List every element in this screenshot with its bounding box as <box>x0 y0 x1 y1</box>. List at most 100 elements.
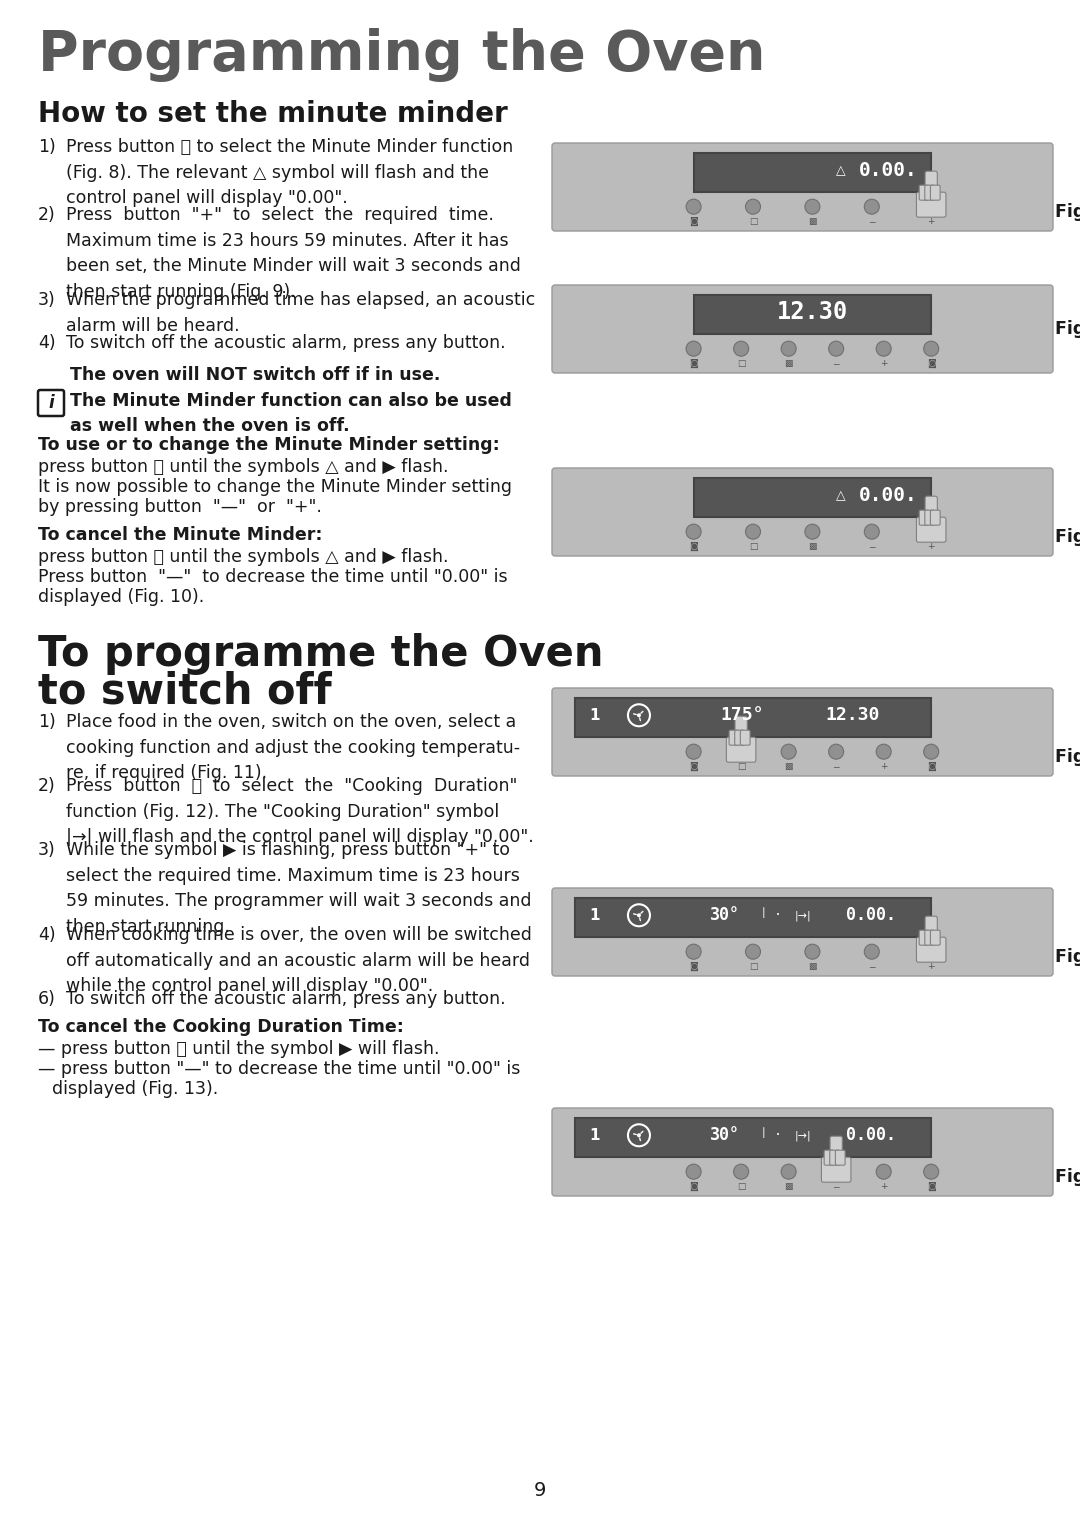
FancyBboxPatch shape <box>930 931 941 946</box>
Circle shape <box>876 744 891 759</box>
FancyBboxPatch shape <box>835 1151 846 1166</box>
Circle shape <box>864 199 879 214</box>
Text: — press button ⏱ until the symbol ▶ will flash.: — press button ⏱ until the symbol ▶ will… <box>38 1041 440 1057</box>
Circle shape <box>686 1164 701 1180</box>
Text: Press button  "—"  to decrease the time until "0.00" is: Press button "—" to decrease the time un… <box>38 568 508 587</box>
FancyBboxPatch shape <box>729 730 739 746</box>
FancyBboxPatch shape <box>824 1151 834 1166</box>
FancyBboxPatch shape <box>924 931 934 946</box>
Text: Press button ⏱ to select the Minute Minder function
(Fig. 8). The relevant △ sym: Press button ⏱ to select the Minute Mind… <box>66 138 513 208</box>
Circle shape <box>828 1164 843 1180</box>
FancyBboxPatch shape <box>693 295 931 335</box>
Circle shape <box>733 1164 748 1180</box>
Text: ∣: ∣ <box>761 1126 767 1138</box>
Text: 4): 4) <box>38 335 56 351</box>
Circle shape <box>781 341 796 356</box>
Text: press button ⏱ until the symbols △ and ▶ flash.: press button ⏱ until the symbols △ and ▶… <box>38 549 448 565</box>
FancyBboxPatch shape <box>926 917 937 944</box>
FancyBboxPatch shape <box>552 688 1053 776</box>
Text: □: □ <box>737 762 745 772</box>
Text: +: + <box>880 762 888 772</box>
FancyBboxPatch shape <box>552 1108 1053 1196</box>
Text: 2): 2) <box>38 778 56 795</box>
Text: •: • <box>775 1132 780 1138</box>
FancyBboxPatch shape <box>552 144 1053 231</box>
Text: i: i <box>49 394 54 413</box>
Text: ◙: ◙ <box>927 1183 935 1192</box>
FancyBboxPatch shape <box>831 1137 842 1164</box>
Circle shape <box>923 199 939 214</box>
Text: It is now possible to change the Minute Minder setting: It is now possible to change the Minute … <box>38 478 512 497</box>
Circle shape <box>828 744 843 759</box>
FancyBboxPatch shape <box>919 185 929 200</box>
Text: Programming the Oven: Programming the Oven <box>38 28 766 83</box>
Text: — press button "—" to decrease the time until "0.00" is: — press button "—" to decrease the time … <box>38 1060 521 1077</box>
Text: 12.30: 12.30 <box>825 706 880 724</box>
Text: ◙: ◙ <box>927 762 935 772</box>
Text: □: □ <box>748 963 757 972</box>
Text: 9: 9 <box>534 1481 546 1500</box>
Circle shape <box>923 944 939 960</box>
Text: ▩: ▩ <box>784 359 793 368</box>
FancyBboxPatch shape <box>552 468 1053 556</box>
Circle shape <box>745 199 760 214</box>
Circle shape <box>923 1164 939 1180</box>
Text: 3): 3) <box>38 290 56 309</box>
FancyBboxPatch shape <box>735 717 747 744</box>
FancyBboxPatch shape <box>693 153 931 193</box>
Text: 1): 1) <box>38 714 56 730</box>
Text: 1): 1) <box>38 138 56 156</box>
FancyBboxPatch shape <box>693 478 931 516</box>
Text: 0.00.: 0.00. <box>859 160 918 180</box>
Text: To switch off the acoustic alarm, press any button.: To switch off the acoustic alarm, press … <box>66 990 505 1008</box>
Text: −: − <box>868 542 876 552</box>
Circle shape <box>805 199 820 214</box>
Text: ▩: ▩ <box>784 762 793 772</box>
Circle shape <box>781 744 796 759</box>
Circle shape <box>805 944 820 960</box>
Text: To use or to change the Minute Minder setting:: To use or to change the Minute Minder se… <box>38 435 500 454</box>
Text: ◙: ◙ <box>689 542 698 552</box>
FancyBboxPatch shape <box>924 510 934 526</box>
FancyBboxPatch shape <box>926 497 937 524</box>
FancyBboxPatch shape <box>740 730 751 746</box>
Circle shape <box>686 944 701 960</box>
Text: 12.30: 12.30 <box>777 301 848 324</box>
FancyBboxPatch shape <box>575 897 931 937</box>
Circle shape <box>876 341 891 356</box>
Text: To programme the Oven: To programme the Oven <box>38 633 604 675</box>
Text: 0.00.: 0.00. <box>846 1126 895 1144</box>
Text: press button ⏱ until the symbols △ and ▶ flash.: press button ⏱ until the symbols △ and ▶… <box>38 458 448 477</box>
Text: ◙: ◙ <box>689 359 698 368</box>
Text: ▩: ▩ <box>808 217 816 226</box>
Text: △: △ <box>836 489 846 501</box>
Text: 1: 1 <box>589 908 599 923</box>
Text: Fig. 13: Fig. 13 <box>1055 1167 1080 1186</box>
Circle shape <box>923 524 939 539</box>
Text: Fig. 10: Fig. 10 <box>1055 529 1080 545</box>
Text: ◙: ◙ <box>689 217 698 226</box>
Text: ◙: ◙ <box>689 1183 698 1192</box>
Text: How to set the minute minder: How to set the minute minder <box>38 99 508 128</box>
Text: 0.00.: 0.00. <box>859 486 918 504</box>
Circle shape <box>637 1134 640 1137</box>
Text: +: + <box>928 963 935 972</box>
FancyBboxPatch shape <box>734 730 744 746</box>
Text: −: − <box>868 963 876 972</box>
Text: 2): 2) <box>38 206 56 225</box>
FancyBboxPatch shape <box>919 931 929 946</box>
FancyBboxPatch shape <box>917 193 946 217</box>
Text: 175°: 175° <box>720 706 764 724</box>
Circle shape <box>745 524 760 539</box>
Circle shape <box>686 744 701 759</box>
FancyBboxPatch shape <box>575 698 931 736</box>
Circle shape <box>923 744 939 759</box>
Circle shape <box>876 1164 891 1180</box>
Text: 1: 1 <box>589 1128 599 1143</box>
Text: −: − <box>833 762 840 772</box>
Text: to switch off: to switch off <box>38 671 332 714</box>
FancyBboxPatch shape <box>727 736 756 762</box>
FancyBboxPatch shape <box>575 1117 931 1157</box>
Text: ◙: ◙ <box>689 762 698 772</box>
FancyBboxPatch shape <box>930 185 941 200</box>
